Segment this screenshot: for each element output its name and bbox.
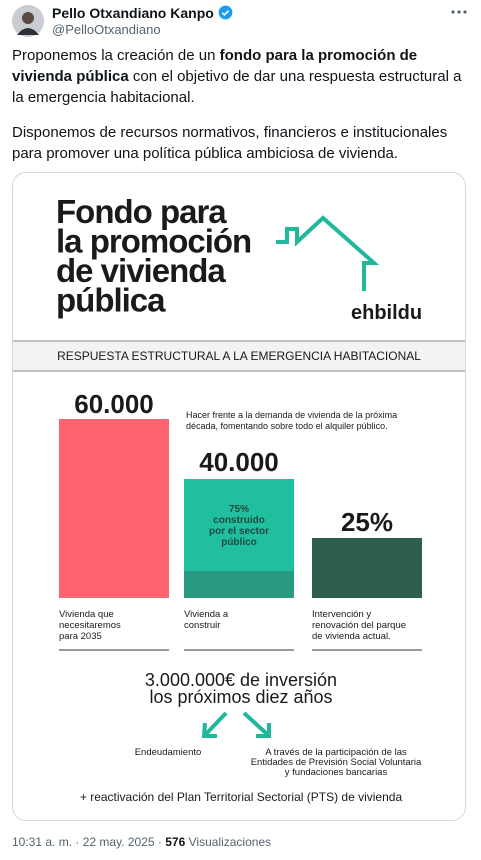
separator: · [75,835,80,849]
author-name-text[interactable]: Pello Otxandiano Kanpo [52,5,214,21]
house-logo [276,215,380,291]
post-paragraph: Proponemos la creación de un fondo para … [12,45,464,108]
post-paragraph: Disponemos de recursos normativos, finan… [12,124,448,162]
bar-value: 60.000 [74,389,154,419]
funding-option: A través de la participación de las [265,747,407,758]
date[interactable]: 22 may. 2025 [82,835,155,849]
bar-note: público [221,537,257,548]
infographic-title: la promoción [56,223,251,260]
more-button[interactable] [450,8,468,16]
avatar-head [22,12,34,24]
text-span: con el objetivo de dar una respuesta est… [12,68,462,106]
avatar[interactable] [12,5,44,37]
bar-label: de vivienda actual. [312,631,391,642]
views-label: Visualizaciones [188,835,272,849]
bar-label: construir [184,620,220,631]
bold-span: fondo para la promoción de vivienda públ… [12,47,418,85]
brand: ehbildu [351,302,422,324]
bar-label: Vivienda a [184,609,229,620]
investment: los próximos diez años [149,687,332,707]
post-meta: 10:31 a. m. · 22 may. 2025 · 576 Visuali… [12,835,271,849]
description: década, fomentando sobre todo el alquile… [186,421,388,431]
bar-label: para 2035 [59,631,102,642]
description: Hacer frente a la demanda de vivienda de… [186,410,397,420]
infographic-title: Fondo para [56,193,227,230]
infographic-subtitle: RESPUESTA ESTRUCTURAL A LA EMERGENCIA HA… [57,349,421,363]
funding-option: y fundaciones bancarias [285,767,388,778]
bar [59,419,169,598]
infographic-title: pública [56,282,166,319]
bar-segment [184,571,294,598]
bar-label: Intervención y [312,609,371,620]
bar-note: construido [213,515,265,526]
image-card[interactable]: Fondo para la promoción de vivienda pública… [12,172,466,821]
bar-value: 25% [341,507,393,537]
bar-value: 40.000 [199,447,279,477]
infographic-footer: + reactivación del Plan Territorial Sect… [80,790,403,804]
funding-option: Endeudamiento [135,747,202,758]
investment: 3.000.000€ de inversión [145,670,337,690]
subtitle-band [13,341,465,371]
separator: · [157,835,162,849]
bar-label: necesitaremos [59,620,121,631]
verified-badge [218,5,233,20]
bar-note: 75% [229,504,249,515]
infographic-title: de vivienda [56,252,226,289]
author-handle[interactable]: @PelloOtxandiano [52,22,161,37]
funding-option: Entidades de Previsión Social Voluntaria [251,757,422,768]
bar-note: por el sector [209,526,269,537]
bar [312,538,422,598]
author-name[interactable]: Pello Otxandiano Kanpo [52,5,233,21]
bar-label: renovación del parque [312,620,406,631]
arrows [201,711,271,738]
avatar-body [17,28,39,35]
time[interactable]: 10:31 a. m. [12,835,73,849]
bar-label: Vivienda que [59,609,114,620]
text-span: Proponemos la creación de un [12,47,220,64]
views-count: 576 [165,835,186,849]
